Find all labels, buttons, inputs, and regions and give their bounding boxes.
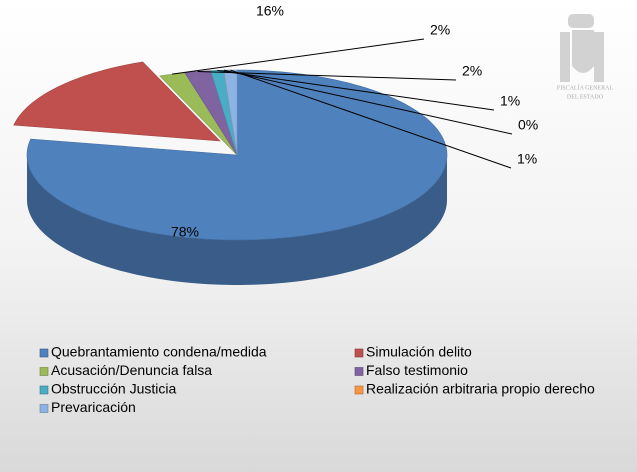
leader-line	[172, 38, 425, 75]
leader-line	[197, 71, 457, 81]
legend-swatch	[39, 348, 49, 358]
legend-swatch	[39, 385, 49, 395]
pie-sides	[27, 155, 447, 285]
leader-line	[217, 69, 495, 111]
leader-line	[223, 69, 513, 135]
data-label: 2%	[462, 63, 482, 79]
slice	[13, 61, 221, 142]
logo-text: FISCALÍA GENERAL	[557, 83, 614, 91]
data-label: 1%	[517, 151, 537, 167]
legend-label: Falso testimonio	[366, 362, 468, 378]
emblem	[560, 14, 604, 82]
legend-label: Acusación/Denuncia falsa	[51, 362, 212, 378]
legend-label: Simulación delito	[366, 344, 472, 360]
legend-label: Prevaricación	[51, 399, 136, 415]
legend-swatch	[39, 404, 49, 413]
slice-side	[27, 155, 447, 285]
legend-label: Realización arbitraria propio derecho	[366, 381, 595, 397]
slice	[26, 69, 448, 241]
legend-swatch	[354, 348, 364, 358]
logo-text: DEL ESTADO	[567, 94, 604, 100]
data-label: 16%	[256, 3, 284, 19]
legend-label: Quebrantamiento condena/medida	[51, 344, 267, 360]
data-label: 2%	[430, 22, 450, 38]
legend-label: Obstrucción Justicia	[51, 381, 176, 397]
data-label: 1%	[500, 93, 520, 109]
data-label: 0%	[518, 117, 538, 133]
data-label: 78%	[171, 224, 199, 240]
leader-line	[230, 69, 512, 169]
legend-swatch	[39, 367, 49, 376]
legend-swatch	[354, 367, 364, 376]
legend-swatch	[354, 385, 364, 395]
